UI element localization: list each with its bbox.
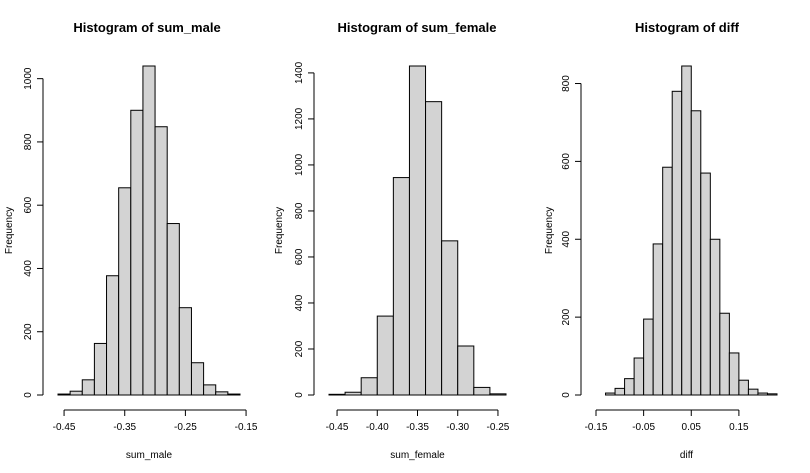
chart-title: Histogram of sum_female xyxy=(338,20,497,35)
histogram-bar xyxy=(227,393,241,396)
histogram-bar xyxy=(690,110,702,396)
x-axis-label: sum_male xyxy=(126,450,173,461)
x-tick-label: -0.25 xyxy=(174,422,197,433)
x-tick-label: -0.35 xyxy=(406,422,429,433)
y-tick-label: 800 xyxy=(23,133,34,150)
histogram-bar xyxy=(473,386,491,396)
y-tick-label: 200 xyxy=(23,323,34,340)
y-tick-label: 400 xyxy=(294,294,305,311)
x-tick-label: -0.45 xyxy=(326,422,349,433)
histogram-bar xyxy=(93,342,108,396)
y-tick-label: 1000 xyxy=(294,153,305,176)
y-axis-label: Frequency xyxy=(274,207,285,254)
y-tick-label: 1400 xyxy=(294,61,305,84)
histogram-bar xyxy=(757,392,768,396)
y-tick-label: 400 xyxy=(23,260,34,277)
y-tick-label: 600 xyxy=(23,196,34,213)
x-tick-label: -0.15 xyxy=(235,422,258,433)
chart-title: Histogram of diff xyxy=(635,20,740,35)
x-tick-label: 0.05 xyxy=(682,422,702,433)
y-tick-label: 400 xyxy=(561,230,572,247)
x-tick-label: -0.25 xyxy=(487,422,510,433)
histogram-bar xyxy=(700,172,711,396)
y-tick-label: 600 xyxy=(561,153,572,170)
histogram-bar xyxy=(344,391,362,396)
histogram-bar xyxy=(408,65,427,396)
x-axis-label: diff xyxy=(680,450,693,461)
histogram-bar xyxy=(643,318,654,396)
histogram-bar xyxy=(81,379,95,396)
histogram-bar xyxy=(662,166,673,396)
histogram-bar xyxy=(489,393,507,396)
histogram-bar xyxy=(215,391,229,396)
histogram-bar xyxy=(166,223,180,396)
x-tick-label: -0.05 xyxy=(632,422,655,433)
y-tick-label: 800 xyxy=(294,202,305,219)
y-tick-label: 200 xyxy=(294,340,305,357)
y-tick-label: 1200 xyxy=(294,107,305,130)
histogram-bar xyxy=(624,378,635,396)
histogram-bar xyxy=(605,392,616,396)
chart-title: Histogram of sum_male xyxy=(73,20,220,35)
histogram-bar xyxy=(376,315,394,396)
histogram-bar xyxy=(154,126,168,396)
y-tick-label: 0 xyxy=(561,392,572,398)
x-tick-label: -0.35 xyxy=(113,422,136,433)
histogram-bar xyxy=(457,345,475,396)
histogram-bar xyxy=(614,387,626,396)
histogram-bar xyxy=(130,109,144,396)
histogram-bar xyxy=(118,187,132,396)
histogram-bar xyxy=(633,357,645,396)
histogram-bar xyxy=(392,177,410,396)
y-axis-label: Frequency xyxy=(544,207,555,254)
histogram-bar xyxy=(738,379,749,396)
histogram-bar xyxy=(425,101,443,396)
y-tick-label: 200 xyxy=(561,308,572,325)
histogram-bar xyxy=(681,65,692,396)
histogram-bar xyxy=(709,238,721,396)
histogram-bar xyxy=(766,393,778,396)
x-tick-label: -0.30 xyxy=(446,422,469,433)
histogram-bar xyxy=(203,384,217,396)
histogram-bar xyxy=(106,275,120,396)
histogram-bar xyxy=(441,240,459,396)
x-tick-label: -0.45 xyxy=(53,422,76,433)
histogram-bar xyxy=(178,307,192,396)
y-tick-label: 600 xyxy=(294,248,305,265)
histogram-bar xyxy=(360,377,378,396)
y-tick-label: 800 xyxy=(561,75,572,92)
histogram-bar xyxy=(728,352,740,396)
histogram-bar xyxy=(652,243,664,396)
histogram-bar xyxy=(142,65,156,396)
x-tick-label: 0.15 xyxy=(729,422,749,433)
y-tick-label: 1000 xyxy=(23,67,34,90)
histogram-bar xyxy=(719,312,730,396)
x-axis-label: sum_female xyxy=(390,450,445,461)
y-tick-label: 0 xyxy=(23,392,34,398)
x-tick-label: -0.40 xyxy=(366,422,389,433)
histogram-bar xyxy=(57,393,71,396)
histogram-bar xyxy=(747,388,759,396)
histogram-bar xyxy=(671,90,683,396)
x-tick-label: -0.15 xyxy=(585,422,608,433)
histogram-bar xyxy=(190,362,205,396)
histogram-bar xyxy=(328,393,346,396)
y-tick-label: 0 xyxy=(294,392,305,398)
histogram-bar xyxy=(69,390,83,396)
y-axis-label: Frequency xyxy=(4,207,15,254)
